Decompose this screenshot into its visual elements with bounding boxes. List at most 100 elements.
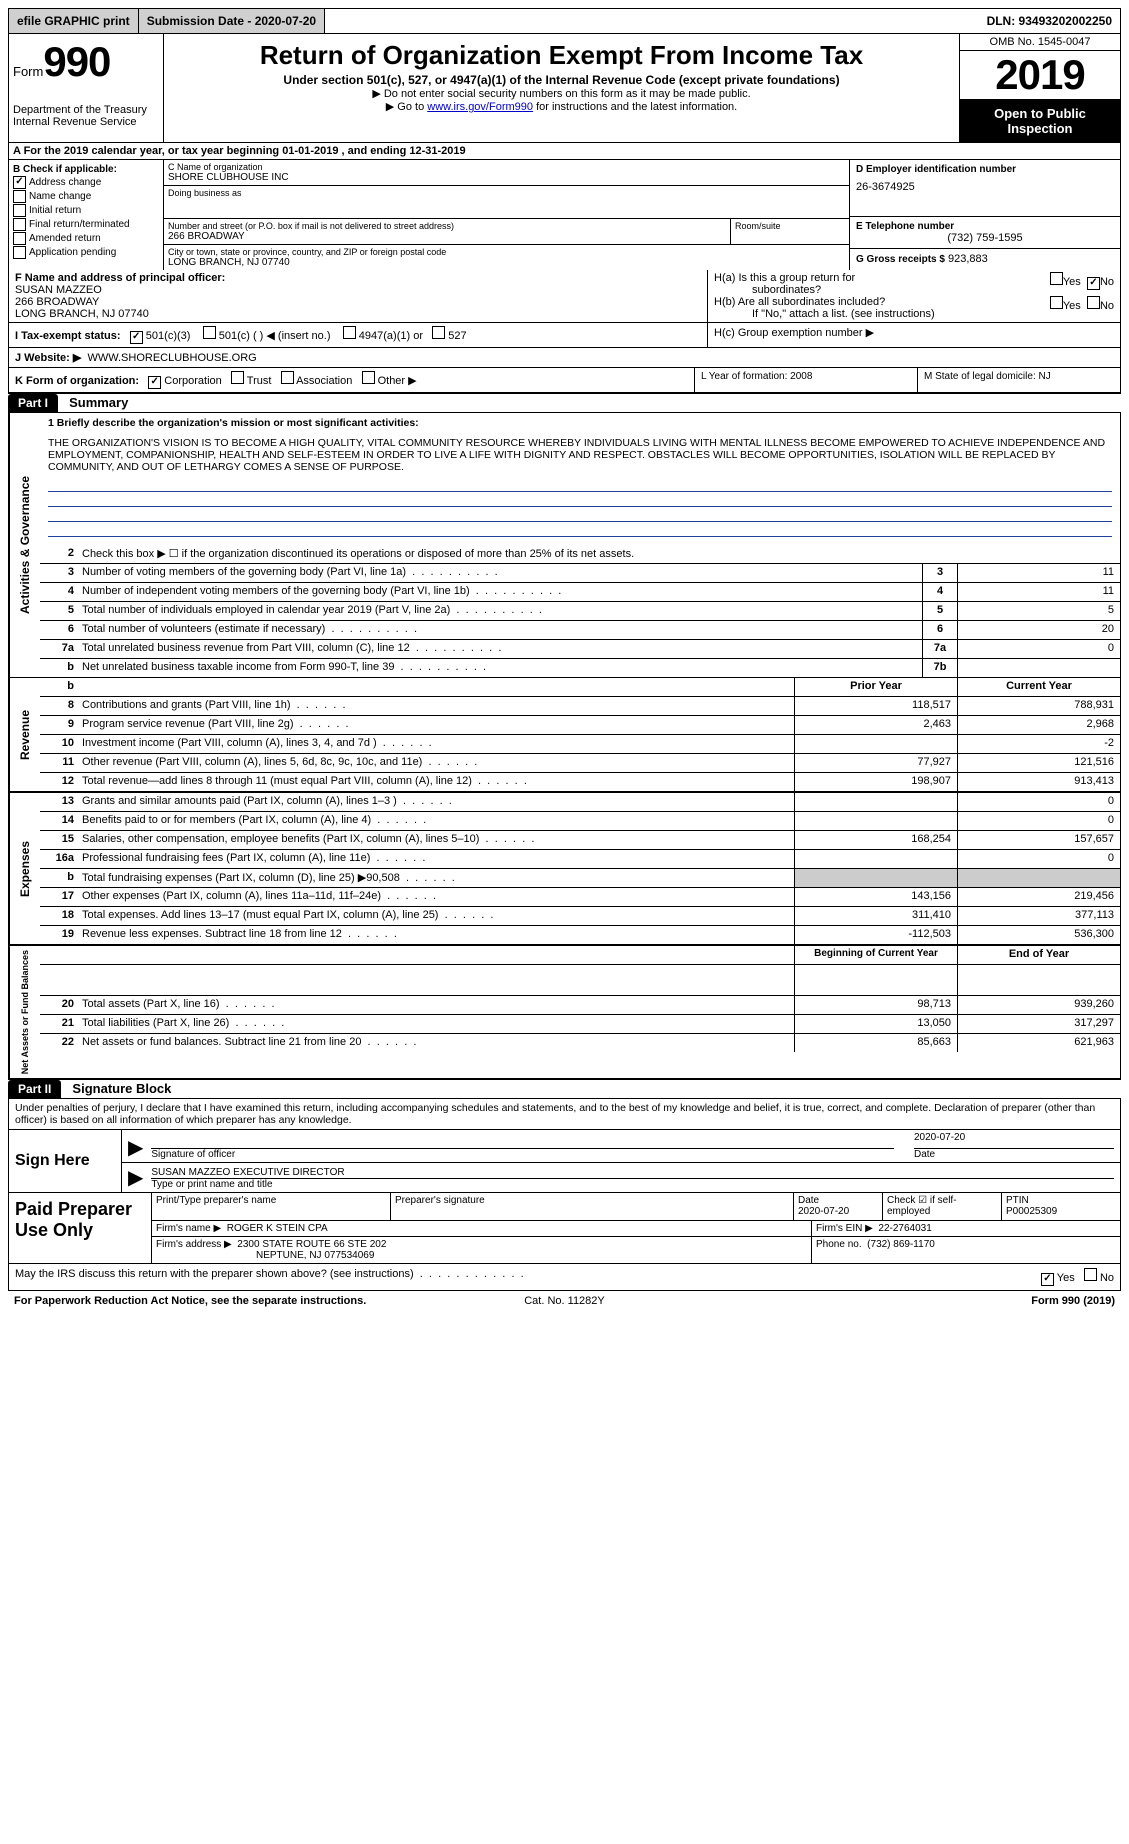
line-num: 17	[40, 888, 78, 906]
chk-501c[interactable]	[203, 326, 216, 339]
line-box: 7a	[922, 640, 957, 658]
side-label-net-assets: Net Assets or Fund Balances	[9, 946, 40, 1078]
col-prior-year: Prior Year	[794, 678, 957, 696]
form-ref: Form 990 (2019)	[748, 1295, 1115, 1307]
line-num: 15	[40, 831, 78, 849]
line-box: 6	[922, 621, 957, 639]
line-text: Net unrelated business taxable income fr…	[78, 659, 922, 677]
line-num: 21	[40, 1015, 78, 1033]
chk-discuss-yes[interactable]	[1041, 1273, 1054, 1286]
irs-link[interactable]: www.irs.gov/Form990	[427, 101, 533, 113]
org-name-label: C Name of organization	[168, 162, 845, 172]
line-num: 8	[40, 697, 78, 715]
prior-value	[794, 793, 957, 811]
tax-year-range: A For the 2019 calendar year, or tax yea…	[8, 143, 1121, 160]
line-text: Salaries, other compensation, employee b…	[78, 831, 794, 849]
chk-527[interactable]	[432, 326, 445, 339]
room-suite-label: Room/suite	[730, 219, 849, 244]
form-number: Form990	[13, 38, 159, 86]
open-to-public: Open to PublicInspection	[960, 100, 1120, 142]
h-a: H(a) Is this a group return for Yes No	[714, 272, 1114, 284]
line-value: 11	[957, 583, 1120, 601]
efile-print-button[interactable]: efile GRAPHIC print	[9, 9, 139, 33]
chk-other[interactable]	[362, 371, 375, 384]
current-value	[957, 869, 1120, 887]
chk-501c3[interactable]	[130, 331, 143, 344]
current-value: 157,657	[957, 831, 1120, 849]
dba-label: Doing business as	[168, 188, 845, 198]
chk-discuss-no[interactable]	[1084, 1268, 1097, 1281]
current-value: 219,456	[957, 888, 1120, 906]
line-value	[957, 659, 1120, 677]
chk-initial-return[interactable]	[13, 204, 26, 217]
telephone: (732) 759-1595	[856, 232, 1114, 244]
line-num: 6	[40, 621, 78, 639]
h-b: H(b) Are all subordinates included? Yes …	[714, 296, 1114, 308]
chk-corporation[interactable]	[148, 376, 161, 389]
line-text: Total liabilities (Part X, line 26) . . …	[78, 1015, 794, 1033]
catalog-number: Cat. No. 11282Y	[381, 1295, 748, 1307]
firm-ein-label: Firm's EIN ▶	[816, 1223, 873, 1234]
chk-association[interactable]	[281, 371, 294, 384]
current-value: 377,113	[957, 907, 1120, 925]
discuss-row: May the IRS discuss this return with the…	[8, 1264, 1121, 1291]
submission-date: Submission Date - 2020-07-20	[139, 9, 325, 33]
mission-text: THE ORGANIZATION'S VISION IS TO BECOME A…	[40, 433, 1120, 477]
ptin-label: PTIN	[1006, 1195, 1116, 1206]
website-row: J Website: ▶ WWW.SHORECLUBHOUSE.ORG	[8, 348, 1121, 368]
chk-ha-no[interactable]	[1087, 277, 1100, 290]
chk-address-change[interactable]	[13, 176, 26, 189]
line-num: b	[40, 869, 78, 887]
state-domicile: M State of legal domicile: NJ	[917, 368, 1120, 392]
tax-year: 2019	[960, 51, 1120, 100]
part-1-header: Part I	[8, 394, 58, 412]
chk-trust[interactable]	[231, 371, 244, 384]
line-text: Revenue less expenses. Subtract line 18 …	[78, 926, 794, 944]
current-value: 913,413	[957, 773, 1120, 791]
top-bar: efile GRAPHIC print Submission Date - 20…	[8, 8, 1121, 34]
line-num: 2	[40, 545, 78, 563]
line-text: Number of voting members of the governin…	[78, 564, 922, 582]
section-b-title: B Check if applicable:	[13, 164, 159, 175]
arrow-icon: ▶	[128, 1165, 151, 1190]
current-value: 939,260	[957, 996, 1120, 1014]
arrow-icon: ▶	[128, 1135, 151, 1160]
blank-line	[48, 507, 1112, 522]
line-num: 12	[40, 773, 78, 791]
chk-application-pending[interactable]	[13, 246, 26, 259]
line-value: 5	[957, 602, 1120, 620]
chk-ha-yes[interactable]	[1050, 272, 1063, 285]
line-text: Contributions and grants (Part VIII, lin…	[78, 697, 794, 715]
line-text: Other revenue (Part VIII, column (A), li…	[78, 754, 794, 772]
prior-value: 13,050	[794, 1015, 957, 1033]
line-num: 3	[40, 564, 78, 582]
page-footer: For Paperwork Reduction Act Notice, see …	[8, 1291, 1121, 1311]
chk-final-return[interactable]	[13, 218, 26, 231]
ein: 26-3674925	[856, 175, 1114, 193]
chk-hb-no[interactable]	[1087, 296, 1100, 309]
current-value: 2,968	[957, 716, 1120, 734]
line-num: 5	[40, 602, 78, 620]
line-num: 22	[40, 1034, 78, 1052]
website: WWW.SHORECLUBHOUSE.ORG	[87, 352, 256, 364]
current-value: 0	[957, 812, 1120, 830]
chk-amended-return[interactable]	[13, 232, 26, 245]
officer-name-title: SUSAN MAZZEO EXECUTIVE DIRECTOR	[151, 1167, 1114, 1179]
form-header: Form990 Department of the Treasury Inter…	[8, 34, 1121, 143]
signature-of-officer-label: Signature of officer	[151, 1149, 894, 1160]
prior-value: 2,463	[794, 716, 957, 734]
preparer-signature-label: Preparer's signature	[395, 1195, 789, 1206]
tax-exempt-status: I Tax-exempt status: 501(c)(3) 501(c) ( …	[8, 323, 707, 348]
prior-value: 77,927	[794, 754, 957, 772]
principal-officer-label: F Name and address of principal officer:	[15, 272, 701, 284]
chk-name-change[interactable]	[13, 190, 26, 203]
chk-4947[interactable]	[343, 326, 356, 339]
chk-hb-yes[interactable]	[1050, 296, 1063, 309]
paperwork-notice: For Paperwork Reduction Act Notice, see …	[14, 1295, 381, 1307]
line-text: Total unrelated business revenue from Pa…	[78, 640, 922, 658]
prior-value: 168,254	[794, 831, 957, 849]
prior-value: -112,503	[794, 926, 957, 944]
preparer-name-label: Print/Type preparer's name	[156, 1195, 386, 1206]
line-num: 14	[40, 812, 78, 830]
line-text: Number of independent voting members of …	[78, 583, 922, 601]
